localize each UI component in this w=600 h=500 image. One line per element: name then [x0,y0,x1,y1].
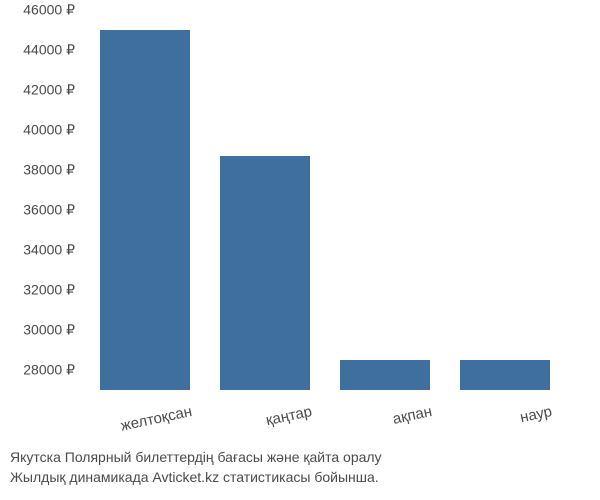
caption: Якутска Полярный билеттердің бағасы және… [10,448,590,487]
plot-area: 28000 ₽30000 ₽32000 ₽34000 ₽36000 ₽38000… [85,10,575,390]
bar [220,156,310,390]
y-tick-label: 38000 ₽ [23,162,75,179]
y-tick-label: 42000 ₽ [23,82,75,99]
bar [100,30,190,390]
caption-line-2: Жылдық динамикада Avticket.kz статистика… [10,468,590,488]
y-axis: 28000 ₽ 30000 ₽ 32000 ₽ 34000 ₽ 36000 ₽ 38000… [0,10,80,390]
y-tick-label: 32000 ₽ [23,282,75,299]
bar [340,360,430,390]
y-tick-label: 44000 ₽ [23,42,75,59]
x-tick-label: наур [472,403,554,436]
y-tick-label: 34000 ₽ [23,242,75,259]
caption-line-1: Якутска Полярный билеттердің бағасы және… [10,448,590,468]
y-tick-label: 40000 ₽ [23,122,75,139]
bar [460,360,550,390]
x-tick-label: ақпан [352,403,434,436]
y-tick-label: 46000 ₽ [23,2,75,19]
x-tick-label: желтоқсан [112,403,194,436]
y-tick-label: 28000 ₽ [23,362,75,379]
x-axis-labels: желтоқсан қаңтар ақпан наур [85,395,575,435]
x-tick-label: қаңтар [232,403,314,436]
bars [85,10,575,390]
chart-container: 28000 ₽30000 ₽32000 ₽34000 ₽36000 ₽38000… [85,10,575,390]
y-tick-label: 36000 ₽ [23,202,75,219]
y-tick-label: 30000 ₽ [23,322,75,339]
